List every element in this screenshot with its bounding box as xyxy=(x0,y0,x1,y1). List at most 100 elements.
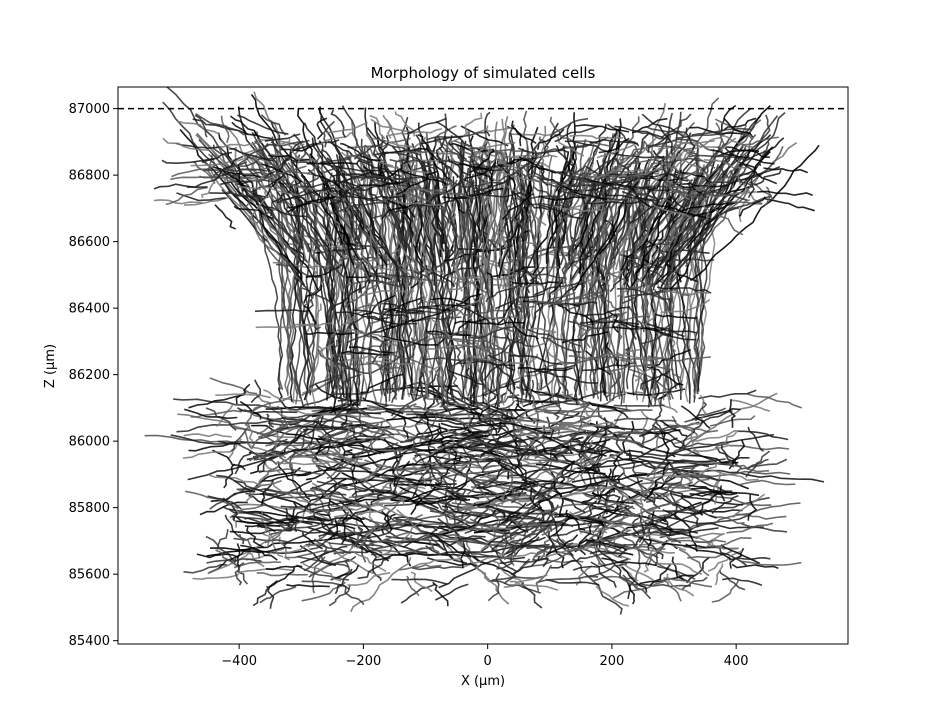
dendrite-trace xyxy=(586,541,634,556)
dendrite-trace xyxy=(386,119,420,244)
dendrite-trace xyxy=(659,466,704,478)
dendrite-trace xyxy=(231,515,281,528)
dendrite-trace xyxy=(508,529,546,544)
dendrite-trace xyxy=(281,416,332,423)
dendrite-trace xyxy=(653,313,698,319)
dendrite-trace xyxy=(366,518,405,536)
dendrite-trace xyxy=(511,154,558,158)
dendrite-trace xyxy=(575,124,630,133)
dendrite-trace xyxy=(515,269,566,279)
dendrite-trace xyxy=(503,168,540,183)
dendrite-trace xyxy=(388,128,443,137)
dendrite-trace xyxy=(265,585,275,609)
dendrite-trace xyxy=(737,430,789,441)
dendrite-trace xyxy=(620,546,675,554)
dendrite-trace xyxy=(216,529,229,550)
dendrite-trace xyxy=(356,522,378,550)
dendrite-trace xyxy=(341,350,391,356)
dendrite-trace xyxy=(634,360,660,382)
dendrite-trace xyxy=(730,399,771,412)
dendrite-trace xyxy=(206,558,262,564)
dendrite-trace xyxy=(585,563,628,578)
dendrite-trace xyxy=(216,474,256,493)
dendrite-trace xyxy=(643,140,655,158)
dendrite-trace xyxy=(406,575,420,597)
dendrite-trace xyxy=(287,195,338,209)
dendrite-trace xyxy=(438,146,458,253)
dendrite-trace xyxy=(580,442,587,471)
dendrite-trace xyxy=(437,473,452,500)
dendrite-trace xyxy=(410,471,451,475)
dendrite-trace xyxy=(613,156,637,178)
dendrite-trace xyxy=(498,183,520,277)
dendrite-trace xyxy=(535,547,589,558)
dendrite-trace xyxy=(507,469,517,501)
dendrite-trace xyxy=(402,178,435,200)
dendrite-trace xyxy=(212,449,246,471)
dendrite-trace xyxy=(575,157,617,181)
dendrite-trace xyxy=(527,139,543,169)
dendrite-trace xyxy=(589,433,645,446)
dendrite-trace xyxy=(551,131,585,157)
x-tick-label: 0 xyxy=(484,654,492,669)
dendrite-trace xyxy=(487,354,515,372)
dendrite-trace xyxy=(188,393,246,409)
dendrite-trace xyxy=(245,404,262,427)
dendrite-trace xyxy=(428,270,483,281)
dendrite-trace xyxy=(650,144,696,153)
dendrite-trace xyxy=(470,295,480,316)
dendrite-trace xyxy=(412,309,453,323)
dendrite-trace xyxy=(443,295,468,325)
dendrite-trace xyxy=(690,454,739,464)
dendrite-trace xyxy=(561,391,598,413)
dendrite-trace xyxy=(680,201,735,212)
dendrite-trace xyxy=(258,185,302,198)
dendrite-trace xyxy=(415,525,445,551)
dendrite-trace xyxy=(738,199,751,223)
dendrite-trace xyxy=(552,402,562,421)
dendrite-trace xyxy=(682,444,731,456)
dendrite-trace xyxy=(593,524,615,544)
dendrite-trace xyxy=(350,557,412,613)
dendrite-trace xyxy=(419,463,457,483)
dendrite-trace xyxy=(696,191,748,202)
dendrite-trace xyxy=(547,194,571,211)
dendrite-trace xyxy=(293,276,313,299)
dendrite-trace xyxy=(667,169,699,187)
dendrite-trace xyxy=(371,546,434,553)
dendrite-trace xyxy=(411,557,462,568)
dendrite-trace xyxy=(229,529,291,535)
dendrite-trace xyxy=(598,269,607,297)
dendrite-trace xyxy=(351,500,374,522)
dendrite-trace xyxy=(271,449,312,514)
dendrite-trace xyxy=(426,432,442,464)
dendrite-trace xyxy=(584,492,621,499)
dendrite-trace xyxy=(561,538,631,561)
dendrite-trace xyxy=(333,507,387,518)
dendrite-trace xyxy=(207,495,242,510)
dendrite-trace xyxy=(250,173,286,193)
dendrite-trace xyxy=(240,546,292,554)
dendrite-trace xyxy=(344,241,362,268)
dendrite-trace xyxy=(671,415,698,436)
dendrite-trace xyxy=(327,519,339,541)
dendrite-trace xyxy=(697,485,723,514)
dendrite-trace xyxy=(338,195,404,200)
dendrite-trace xyxy=(346,420,356,442)
dendrite-trace xyxy=(368,522,415,539)
dendrite-trace xyxy=(642,321,685,338)
dendrite-trace xyxy=(496,545,515,570)
dendrite-trace xyxy=(275,488,323,495)
dendrite-trace xyxy=(617,491,652,519)
dendrite-trace xyxy=(402,445,463,455)
dendrite-trace xyxy=(224,171,268,177)
dendrite-trace xyxy=(557,204,599,223)
dendrite-trace xyxy=(417,281,424,306)
dendrite-trace xyxy=(425,533,441,556)
dendrite-trace xyxy=(332,485,380,493)
dendrite-trace xyxy=(651,119,762,269)
dendrite-trace xyxy=(763,197,815,212)
dendrite-trace xyxy=(425,343,471,351)
dendrite-trace xyxy=(577,523,593,549)
dendrite-trace xyxy=(215,393,271,399)
